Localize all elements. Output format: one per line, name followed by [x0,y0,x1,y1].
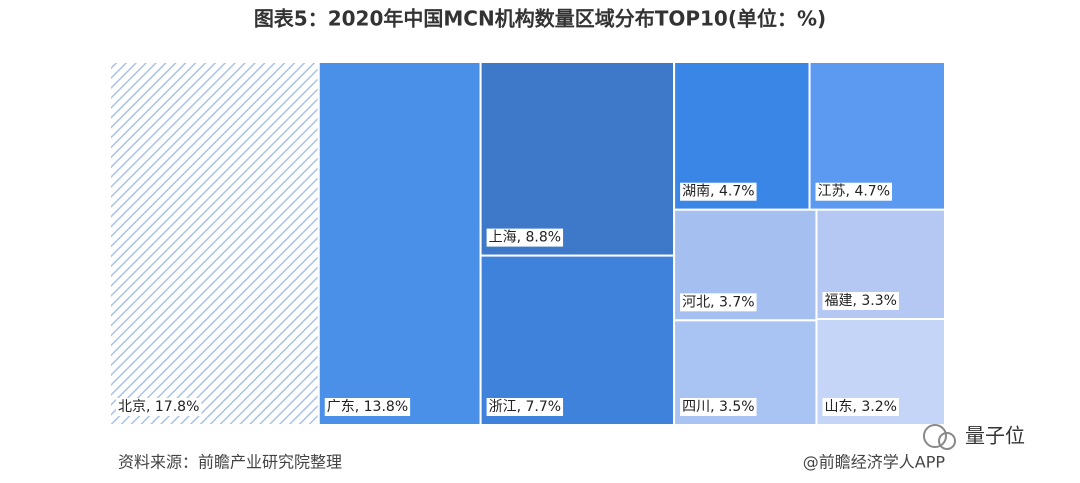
credit-note: @前瞻经济学人APP [803,453,946,472]
tile [317,61,482,426]
watermark-icon [938,432,956,450]
tile [479,254,676,426]
source-note: 资料来源：前瞻产业研究院整理 [118,453,342,472]
chart-title: 图表5：2020年中国MCN机构数量区域分布TOP10(单位：%) [254,7,826,31]
tile-label: 浙江, 7.7% [489,399,561,415]
label-background [815,182,893,201]
label-background [822,292,899,311]
label-background [116,398,202,416]
label-background [680,293,757,312]
label-background [680,398,757,416]
tile-label: 湖南, 4.7% [682,184,754,200]
tile-label: 江苏, 4.7% [818,184,890,200]
tile-label: 福建, 3.3% [824,293,896,309]
label-background [680,182,757,201]
tile-label: 北京, 17.8% [118,399,199,415]
tile-label: 四川, 3.5% [682,399,754,415]
label-background [324,398,411,416]
label-background [486,398,564,416]
tile-label: 河北, 3.7% [682,294,754,310]
tile [479,61,676,257]
watermark-text: 量子位 [965,424,1025,448]
treemap: 北京, 17.8% 广东, 13.8% 上海, 8.8% 浙江, 7.7% 湖南, 4.… [109,61,947,427]
tile-label: 广东, 13.8% [327,399,408,415]
watermark: 量子位 [923,424,1025,450]
tile-label: 山东, 3.2% [824,399,896,415]
tile [109,61,320,426]
label-background [822,398,899,416]
tile-label: 上海, 8.8% [489,230,561,246]
label-background [486,228,564,247]
watermark-icon [923,424,947,448]
